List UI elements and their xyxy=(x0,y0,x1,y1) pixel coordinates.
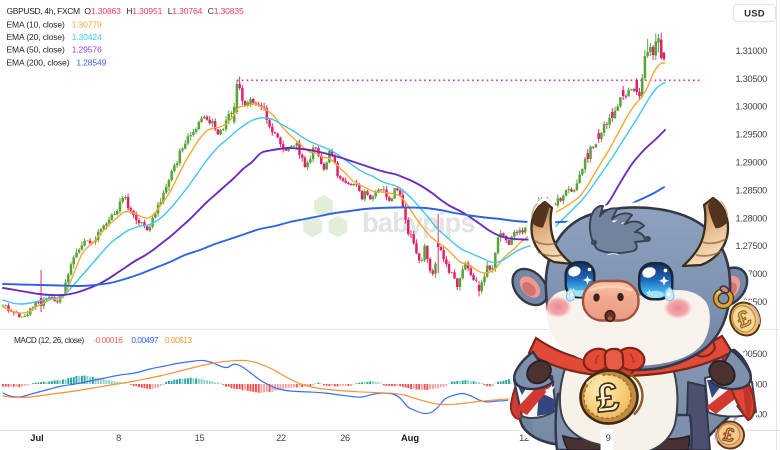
svg-text:1.27000: 1.27000 xyxy=(735,269,767,279)
svg-text:EMA (200, close)1.28549: EMA (200, close) 1.28549 xyxy=(7,57,107,67)
svg-text:12: 12 xyxy=(519,433,529,443)
svg-text:EMA (50, close)1.29576: EMA (50, close) 1.29576 xyxy=(7,45,102,55)
svg-text:1.28000: 1.28000 xyxy=(735,213,767,223)
svg-text:1.27500: 1.27500 xyxy=(735,241,767,251)
svg-text:15: 15 xyxy=(195,433,205,443)
svg-text:EMA (20, close)1.30424: EMA (20, close) 1.30424 xyxy=(7,32,102,42)
svg-text:0.00500: 0.00500 xyxy=(735,349,767,359)
svg-text:USD: USD xyxy=(744,9,765,20)
svg-text:1.31000: 1.31000 xyxy=(735,46,767,56)
svg-text:Jul: Jul xyxy=(30,433,43,443)
svg-text:EMA (10, close)1.30779: EMA (10, close) 1.30779 xyxy=(7,20,102,30)
svg-text:1.28500: 1.28500 xyxy=(735,185,767,195)
svg-text:1.29500: 1.29500 xyxy=(735,130,767,140)
svg-text:22: 22 xyxy=(276,433,286,443)
svg-text:Aug: Aug xyxy=(401,433,419,443)
svg-text:£: £ xyxy=(594,375,621,421)
svg-text:1.30000: 1.30000 xyxy=(735,102,767,112)
svg-text:26: 26 xyxy=(340,433,350,443)
svg-text:1.30500: 1.30500 xyxy=(735,74,767,84)
svg-text:8: 8 xyxy=(116,433,121,443)
svg-text:1.29000: 1.29000 xyxy=(735,158,767,168)
svg-text:9: 9 xyxy=(606,433,611,443)
